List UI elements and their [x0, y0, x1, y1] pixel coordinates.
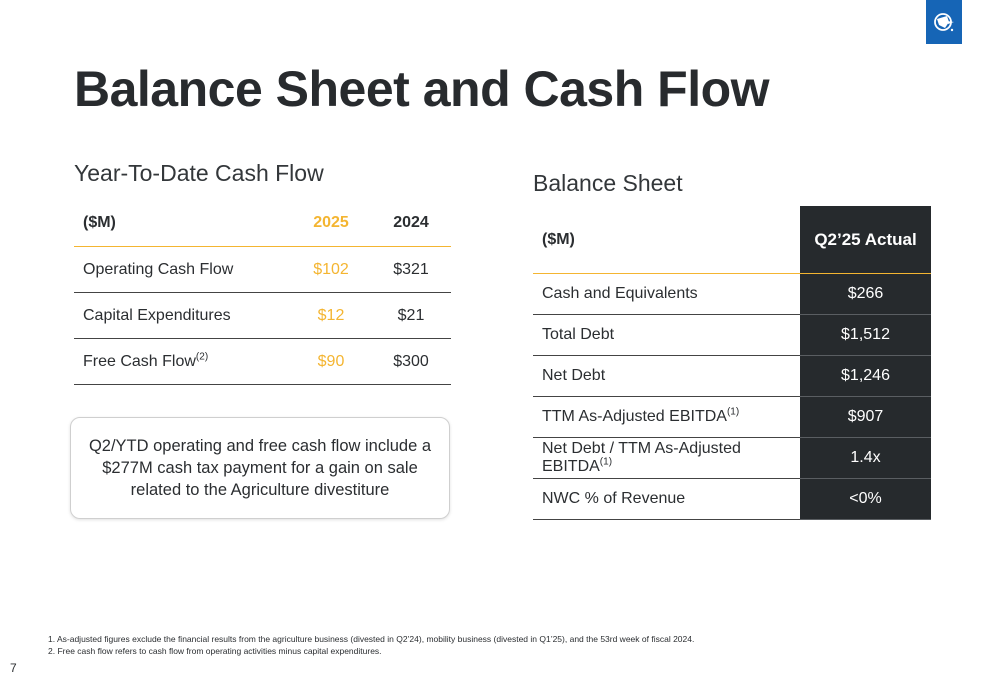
value-2024: $321 — [371, 246, 451, 293]
footnote-ref: (1) — [726, 406, 740, 418]
header-q2-actual: Q2’25 Actual — [800, 206, 931, 274]
row-value: $1,246 — [800, 355, 931, 397]
value-2024: $300 — [371, 338, 451, 385]
table-row: Capital Expenditures $12 $21 — [74, 292, 451, 339]
header-2025: 2025 — [291, 200, 371, 247]
row-label: TTM As-Adjusted EBITDA(1) — [533, 396, 800, 438]
row-value: <0% — [800, 478, 931, 520]
balance-sheet-title: Balance Sheet — [533, 170, 683, 196]
table-row: Total Debt $1,512 — [533, 314, 931, 356]
header-units: ($M) — [533, 206, 800, 274]
table-row: Operating Cash Flow $102 $321 — [74, 246, 451, 293]
balance-sheet-table: ($M) Q2’25 Actual Cash and Equivalents $… — [533, 206, 931, 520]
table-row: Cash and Equivalents $266 — [533, 273, 931, 315]
page-title: Balance Sheet and Cash Flow — [74, 61, 770, 117]
cash-flow-table: ($M) 2025 2024 Operating Cash Flow $102 … — [74, 200, 451, 385]
footnote-1: 1. As-adjusted figures exclude the finan… — [48, 634, 695, 644]
page-number: 7 — [10, 661, 17, 675]
table-header-row: ($M) 2025 2024 — [74, 200, 451, 247]
table-row: NWC % of Revenue <0% — [533, 478, 931, 520]
row-label: Free Cash Flow(2) — [74, 338, 291, 385]
row-label: Operating Cash Flow — [74, 246, 291, 293]
row-label: Total Debt — [533, 314, 800, 356]
row-value: $266 — [800, 273, 931, 315]
footnote-ref: (2) — [195, 351, 209, 363]
company-logo-icon — [934, 13, 954, 32]
value-2025: $102 — [291, 246, 371, 293]
value-2025: $12 — [291, 292, 371, 339]
value-2025: $90 — [291, 338, 371, 385]
row-value: $907 — [800, 396, 931, 438]
row-label: Net Debt — [533, 355, 800, 397]
value-2024: $21 — [371, 292, 451, 339]
table-row: Net Debt / TTM As-Adjusted EBITDA(1) 1.4… — [533, 437, 931, 479]
row-value: $1,512 — [800, 314, 931, 356]
footnote-ref: (1) — [599, 456, 613, 468]
table-row: TTM As-Adjusted EBITDA(1) $907 — [533, 396, 931, 438]
row-label: Cash and Equivalents — [533, 273, 800, 315]
table-header-row: ($M) Q2’25 Actual — [533, 206, 931, 274]
table-row: Free Cash Flow(2) $90 $300 — [74, 338, 451, 385]
row-label: Capital Expenditures — [74, 292, 291, 339]
callout-note: Q2/YTD operating and free cash flow incl… — [70, 417, 450, 519]
row-value: 1.4x — [800, 437, 931, 479]
company-logo — [926, 0, 962, 44]
row-label: Net Debt / TTM As-Adjusted EBITDA(1) — [533, 437, 800, 479]
footnotes: 1. As-adjusted figures exclude the finan… — [48, 634, 694, 657]
cash-flow-title: Year-To-Date Cash Flow — [74, 160, 324, 186]
header-units: ($M) — [74, 200, 291, 247]
footnote-2: 2. Free cash flow refers to cash flow fr… — [48, 645, 382, 656]
table-row: Net Debt $1,246 — [533, 355, 931, 397]
callout-text: Q2/YTD operating and free cash flow incl… — [88, 437, 432, 499]
row-label: NWC % of Revenue — [533, 478, 800, 520]
header-2024: 2024 — [371, 200, 451, 247]
